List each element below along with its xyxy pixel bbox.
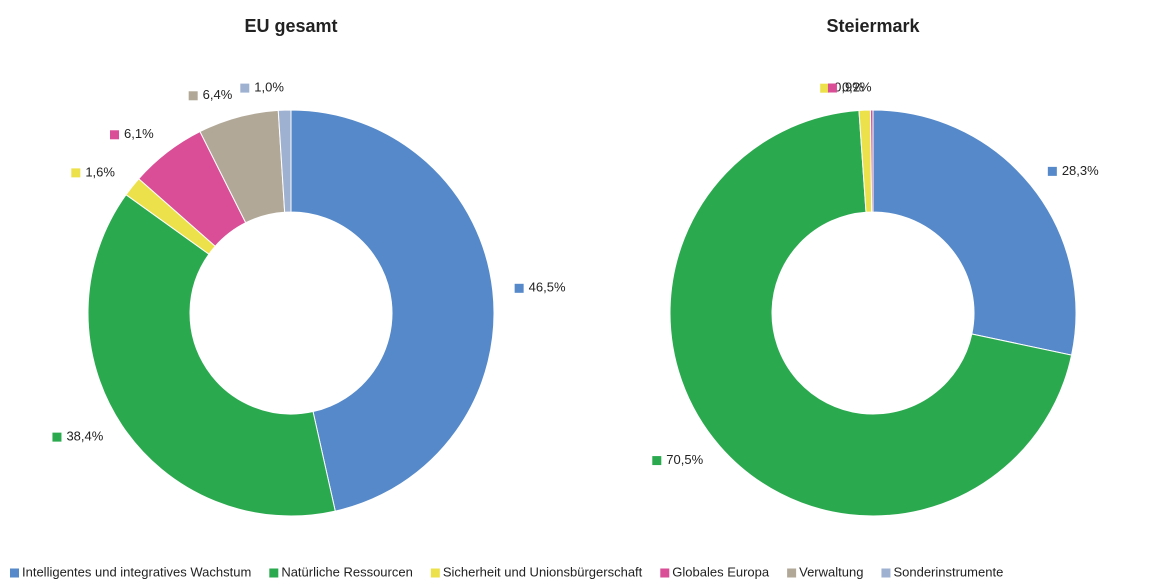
legend-marker — [660, 568, 670, 578]
legend-label: Globales Europa — [672, 564, 770, 579]
label-marker — [52, 432, 62, 442]
donut-slice — [277, 109, 292, 213]
donut-slice — [290, 109, 495, 512]
legend-marker — [787, 568, 797, 578]
chart-title: EU gesamt — [244, 16, 337, 36]
label-marker — [240, 83, 250, 93]
legend-marker — [430, 568, 440, 578]
legend-label: Natürliche Ressourcen — [281, 564, 413, 579]
label-marker — [1047, 166, 1057, 176]
legend-marker — [10, 568, 19, 578]
donut-slice — [869, 109, 874, 213]
label-marker — [71, 168, 81, 178]
data-label: 6,4% — [203, 87, 233, 102]
label-marker — [820, 83, 830, 93]
legend-label: Sicherheit und Unionsbürgerschaft — [443, 564, 643, 579]
data-label: 1,0% — [254, 80, 284, 95]
legend-label: Sonderinstrumente — [893, 564, 1003, 579]
chart-title: Steiermark — [826, 16, 920, 36]
legend-marker — [881, 568, 891, 578]
legend-marker — [269, 568, 279, 578]
data-label: 6,1% — [124, 126, 154, 141]
legend-label: Intelligentes und integratives Wachstum — [22, 564, 251, 579]
donut-slice — [669, 109, 1073, 517]
label-marker — [110, 130, 120, 140]
legend-label: Verwaltung — [799, 564, 863, 579]
donut-slice — [872, 109, 1077, 356]
data-label: 0,2% — [842, 79, 872, 94]
data-label: 70,5% — [666, 452, 703, 467]
data-label: 0,9% — [834, 80, 864, 95]
donut-slice — [87, 194, 336, 517]
label-marker — [652, 456, 662, 466]
label-marker — [827, 83, 837, 93]
data-label: 28,3% — [1062, 163, 1099, 178]
data-label: 1,6% — [85, 164, 115, 179]
label-marker — [514, 283, 524, 293]
data-label: 38,4% — [66, 429, 103, 444]
label-marker — [188, 91, 198, 101]
data-label: 46,5% — [529, 280, 566, 295]
